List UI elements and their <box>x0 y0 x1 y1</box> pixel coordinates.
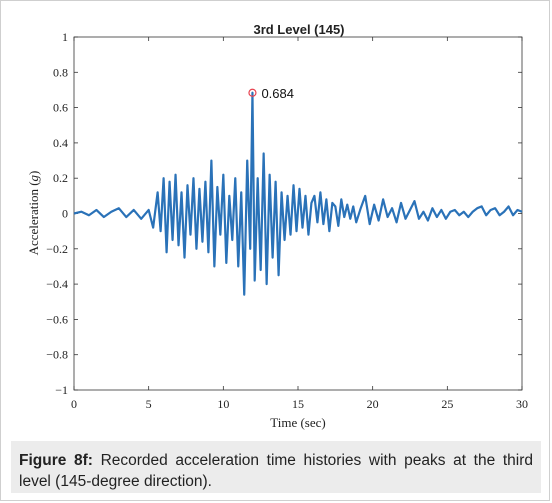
y-tick-label: 0.4 <box>53 136 68 150</box>
y-tick-label: −1 <box>55 383 68 397</box>
y-tick-label: −0.6 <box>46 312 68 326</box>
x-tick-label: 30 <box>516 397 528 411</box>
peak-label: 0.684 <box>261 86 294 101</box>
x-tick-label: 10 <box>217 397 229 411</box>
chart-title: 3rd Level (145) <box>253 22 344 37</box>
y-tick-label: −0.2 <box>46 242 68 256</box>
x-tick-label: 15 <box>292 397 304 411</box>
y-axis-label-unit: g <box>26 174 41 181</box>
y-tick-label: 0.6 <box>53 101 68 115</box>
y-tick-label: 0.2 <box>53 171 68 185</box>
y-axis-label-close: ) <box>26 171 41 175</box>
y-axis-label: Acceleration (g) <box>26 171 41 256</box>
x-tick-label: 0 <box>71 397 77 411</box>
y-axis-label-text: Acceleration ( <box>26 181 41 255</box>
x-axis: 0 5 10 15 20 25 30 <box>71 37 528 411</box>
caption-label: Figure 8f: <box>19 452 93 469</box>
acceleration-chart: 3rd Level (145) −1 −0.8 −0.6 −0.4 −0.2 0 0.2 0.… <box>26 22 528 430</box>
y-tick-label: 0 <box>62 207 68 221</box>
figure-caption: Figure 8f: Recorded acceleration time hi… <box>11 441 541 493</box>
caption-text: Recorded acceleration time histories wit… <box>19 452 533 490</box>
y-tick-label: −0.8 <box>46 348 68 362</box>
y-tick-label: −0.4 <box>46 277 68 291</box>
peak-marker <box>248 88 257 97</box>
x-tick-label: 5 <box>146 397 152 411</box>
x-tick-label: 20 <box>367 397 379 411</box>
x-axis-label: Time (sec) <box>270 415 326 430</box>
x-tick-label: 25 <box>441 397 453 411</box>
series-line-acceleration <box>73 91 523 296</box>
y-tick-label: 1 <box>62 30 68 44</box>
y-tick-label: 0.8 <box>53 65 68 79</box>
